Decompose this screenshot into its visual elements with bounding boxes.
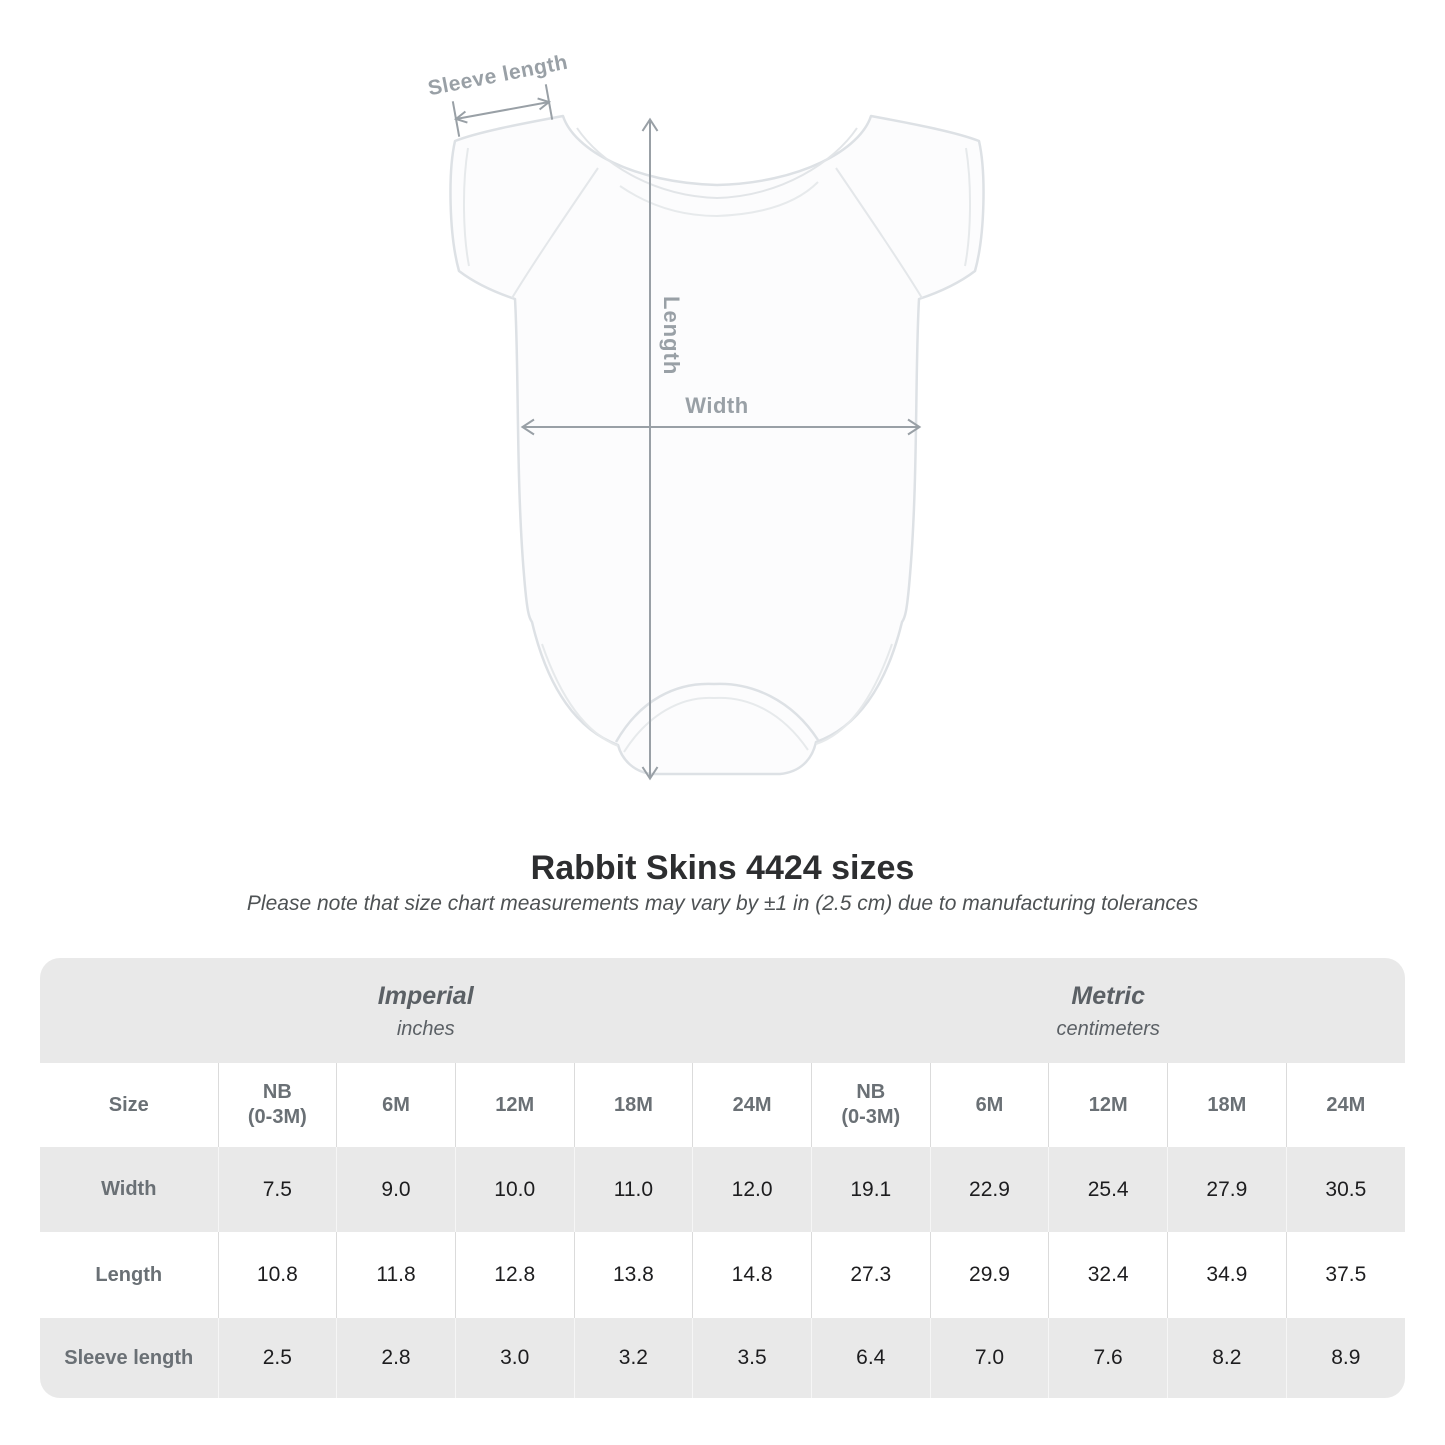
size-value: 30.5 [1285,1147,1405,1232]
size-value: 25.4 [1048,1147,1168,1232]
unit-group-imperial: Imperial inches [40,958,812,1063]
size-value: 34.9 [1167,1232,1287,1318]
metric-label: Metric [1071,981,1146,1010]
table-row-sleeve-length: Sleeve length 2.5 2.8 3.0 3.2 3.5 6.4 7.… [40,1318,1405,1398]
size-value: 12.8 [454,1232,575,1318]
size-value: 9.0 [336,1147,456,1232]
imperial-unit: inches [396,1017,455,1040]
size-value: 3.2 [573,1318,693,1398]
width-label: Width [685,393,749,418]
size-table-grid: Imperial inches Metric centimeters Size … [40,958,1405,1398]
column-header: 12M [454,1063,575,1147]
leg-hem-right [815,643,893,745]
column-header: 6M [336,1063,456,1147]
size-value: 22.9 [929,1147,1049,1232]
size-value: 2.8 [336,1318,456,1398]
length-arrow [641,117,659,781]
bodysuit-illustration [449,84,985,781]
size-header-cell: Size [40,1063,218,1147]
size-value: 29.9 [929,1232,1049,1318]
lap-seam-right [835,167,923,299]
size-value: 14.8 [692,1232,812,1318]
size-table: Imperial inches Metric centimeters Size … [40,958,1405,1398]
row-label: Sleeve length [40,1318,218,1398]
size-value: 6.4 [810,1318,931,1398]
column-header: 18M [573,1063,693,1147]
unit-group-metric: Metric centimeters [811,958,1405,1063]
size-value: 11.8 [336,1232,456,1318]
bodysuit-outline [449,114,985,776]
size-value: 8.9 [1285,1318,1405,1398]
column-header: NB (0-3M) [217,1063,337,1147]
size-value: 19.1 [810,1147,931,1232]
tolerance-note: Please note that size chart measurements… [246,892,1199,915]
size-value: 27.3 [810,1232,931,1318]
sleeve-length-arrow [451,84,554,137]
size-value: 10.8 [217,1232,337,1318]
back-neck-line [619,181,819,218]
column-header-row: Size NB (0-3M) 6M 12M 18M 24M NB (0-3M) … [40,1063,1405,1147]
column-header: NB (0-3M) [810,1063,931,1147]
size-value: 27.9 [1167,1147,1287,1232]
leg-hem-left [541,643,619,747]
sleeve-seam-right [964,147,972,267]
imperial-label: Imperial [377,981,474,1010]
column-header: 6M [929,1063,1049,1147]
size-value: 2.5 [217,1318,337,1398]
size-value: 7.6 [1048,1318,1168,1398]
size-value: 32.4 [1048,1232,1168,1318]
metric-unit: centimeters [1056,1017,1160,1040]
column-header: 18M [1167,1063,1287,1147]
column-header: 24M [1285,1063,1405,1147]
size-value: 13.8 [573,1232,693,1318]
page-title: Rabbit Skins 4424 sizes [530,849,915,887]
size-value: 10.0 [454,1147,575,1232]
size-value: 8.2 [1167,1318,1287,1398]
snap-flap-band-line [623,696,809,753]
row-label: Width [40,1147,218,1232]
collar-band-line [576,127,858,200]
size-value: 3.5 [692,1318,812,1398]
width-arrow [520,418,922,436]
bodysuit-diagram: Sleeve length Length Width [426,51,985,781]
size-value: 12.0 [692,1147,812,1232]
table-row-width: Width 7.5 9.0 10.0 11.0 12.0 19.1 22.9 2… [40,1147,1405,1232]
size-value: 37.5 [1285,1232,1405,1318]
size-value: 11.0 [573,1147,693,1232]
column-header: 12M [1048,1063,1168,1147]
size-value: 7.0 [929,1318,1049,1398]
unit-band-row: Imperial inches Metric centimeters [40,958,1405,1063]
sleeve-seam-left [462,147,470,267]
size-value: 3.0 [454,1318,575,1398]
size-value: 7.5 [217,1147,337,1232]
table-row-length: Length 10.8 11.8 12.8 13.8 14.8 27.3 29.… [40,1232,1405,1318]
lap-seam-left [511,167,599,299]
column-header: 24M [692,1063,812,1147]
snap-flap-top-line [614,682,820,743]
row-label: Length [40,1232,218,1318]
length-label: Length [659,296,684,376]
